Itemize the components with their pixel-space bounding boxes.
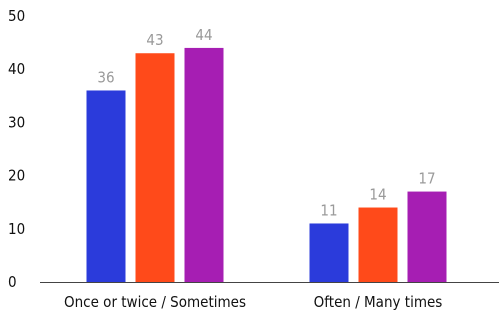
bar [135,53,175,282]
bars [86,47,447,282]
data-label: 36 [97,68,114,86]
category-labels: Once or twice / Sometimes Often / Many ti… [64,293,442,311]
y-tick-label: 10 [8,220,25,238]
y-tick-label: 20 [8,167,25,185]
bar [407,191,447,282]
data-label: 44 [195,26,212,44]
category-label: Often / Many times [314,293,443,311]
bar [358,207,398,282]
y-tick-label: 0 [8,273,17,291]
category-label: Once or twice / Sometimes [64,293,246,311]
y-tick-label: 50 [8,7,25,25]
bar [86,90,126,282]
y-tick-label: 40 [8,60,25,78]
bar [309,223,349,282]
bar [184,47,224,282]
y-tick-label: 30 [8,113,25,131]
data-label: 17 [418,170,435,188]
data-label: 14 [369,186,386,204]
data-label: 11 [320,201,337,219]
y-axis-ticks: 0 10 20 30 40 50 [8,7,25,291]
data-label: 43 [146,31,163,49]
data-labels: 36 43 44 11 14 17 [97,26,435,220]
